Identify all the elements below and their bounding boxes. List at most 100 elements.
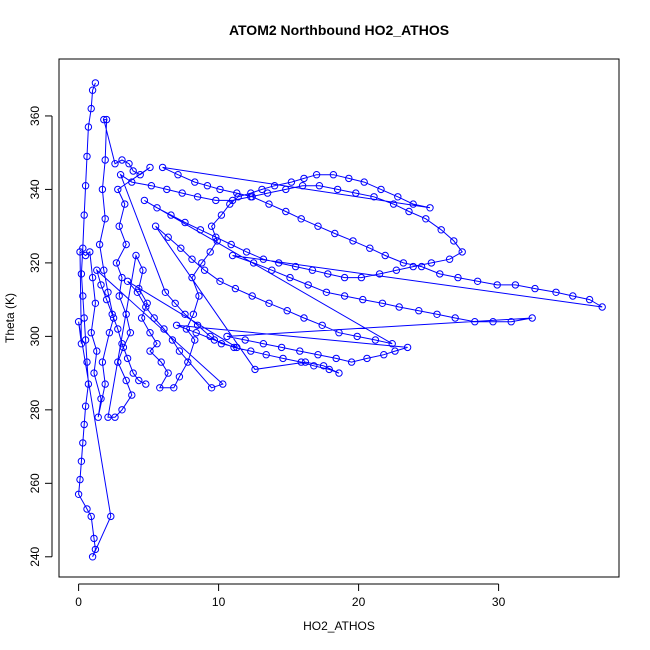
data-point (268, 266, 276, 274)
data-point (90, 369, 98, 377)
y-tick-label: 300 (28, 326, 42, 346)
data-point (528, 314, 536, 322)
data-point (115, 222, 123, 230)
data-point (234, 193, 242, 201)
data-point (125, 160, 133, 168)
data-point (93, 266, 101, 274)
data-point (122, 310, 130, 318)
y-axis-title: Theta (K) (3, 293, 17, 343)
data-point (112, 259, 121, 267)
data-point (360, 178, 368, 186)
data-point (314, 222, 322, 230)
data-point (79, 292, 87, 300)
data-point (123, 277, 132, 285)
data-point (291, 262, 300, 271)
data-point (283, 307, 291, 315)
data-point (163, 185, 171, 194)
data-point (228, 251, 237, 260)
data-point (212, 233, 220, 241)
data-point (98, 185, 107, 194)
data-point (427, 259, 436, 267)
data-point (318, 321, 326, 329)
chart-title: ATOM2 Northbound HO2_ATHOS (229, 22, 449, 38)
data-point (228, 196, 237, 205)
data-point (156, 384, 164, 392)
data-point (188, 273, 196, 282)
data-point (101, 215, 109, 223)
data-point (94, 413, 102, 421)
data-point (458, 248, 466, 256)
data-point (119, 343, 128, 352)
data-point (164, 233, 172, 241)
data-point (207, 222, 216, 230)
data-point (262, 351, 270, 359)
data-point (100, 266, 108, 274)
y-axis: 240 260 280 300 320 340 360 (28, 106, 53, 567)
data-point (133, 288, 142, 296)
data-point (422, 215, 430, 223)
data-point (160, 325, 168, 333)
data-point (200, 266, 209, 274)
data-point (111, 413, 119, 421)
data-point (104, 288, 112, 296)
data-point (136, 171, 144, 179)
data-point (174, 171, 182, 179)
data-point (81, 251, 90, 260)
data-point (91, 299, 100, 307)
data-point (114, 358, 122, 366)
data-point (585, 295, 594, 304)
data-point (359, 295, 367, 304)
data-point (210, 336, 219, 344)
data-point (265, 200, 273, 208)
data-point (198, 259, 206, 267)
data-point (227, 240, 235, 249)
y-tick-label: 260 (28, 473, 42, 493)
data-point (247, 347, 255, 355)
data-point (451, 314, 459, 322)
data-point (79, 439, 87, 447)
data-point (143, 299, 151, 307)
data-point (104, 413, 112, 421)
data-point (114, 185, 122, 194)
data-point (83, 358, 91, 366)
data-point (126, 329, 135, 337)
data-point (81, 336, 90, 344)
plot-frame (58, 58, 620, 578)
data-point (314, 351, 322, 359)
data-point (450, 237, 458, 245)
data-point (297, 358, 305, 366)
data-point (80, 314, 88, 322)
data-point (84, 380, 93, 388)
data-point (297, 215, 305, 223)
data-point (279, 354, 287, 363)
data-point (371, 336, 380, 344)
data-point (511, 281, 520, 289)
data-point (409, 262, 417, 271)
data-point (100, 115, 108, 124)
data-point (175, 373, 184, 381)
data-point (399, 259, 408, 267)
data-point (363, 354, 371, 363)
data-point (392, 266, 401, 274)
data-point (233, 343, 241, 352)
data-point (251, 365, 259, 374)
data-point (270, 182, 279, 190)
data-point (247, 189, 255, 197)
data-point (118, 156, 126, 164)
data-point (105, 329, 114, 337)
data-point (340, 292, 349, 300)
data-point (181, 218, 189, 227)
data-point (207, 384, 216, 392)
data-point (259, 340, 268, 348)
data-point (157, 358, 165, 366)
data-point (76, 248, 84, 256)
data-point (247, 193, 255, 201)
x-tick-label: 10 (212, 595, 226, 609)
data-point (310, 362, 318, 370)
data-point (175, 347, 184, 355)
series-line (78, 82, 603, 558)
data-point (394, 193, 402, 201)
data-point (217, 211, 226, 219)
data-point (259, 255, 268, 263)
